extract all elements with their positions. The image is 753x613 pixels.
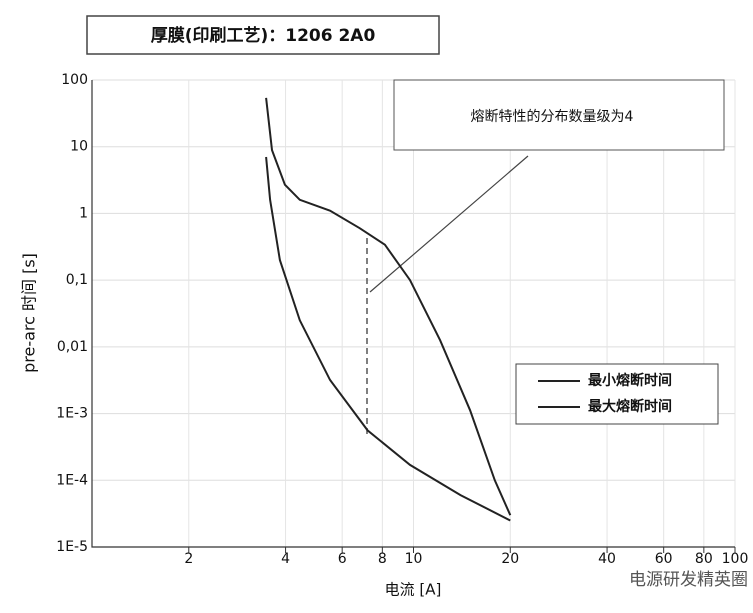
axes bbox=[91, 80, 735, 548]
y-axis-label: pre-arc 时间 [s] bbox=[20, 253, 39, 373]
x-tick-label: 8 bbox=[378, 551, 387, 567]
x-tick-label: 40 bbox=[598, 551, 616, 567]
x-tick-label: 100 bbox=[722, 551, 749, 567]
x-tick-label: 60 bbox=[655, 551, 673, 567]
watermark: 电源研发精英圈 bbox=[629, 570, 748, 590]
y-tick-label: 1E-4 bbox=[56, 472, 88, 488]
x-tick-label: 10 bbox=[405, 551, 423, 567]
x-tick-label: 6 bbox=[338, 551, 347, 567]
x-axis-label: 电流 [A] bbox=[385, 581, 442, 599]
x-tick-label: 2 bbox=[184, 551, 193, 567]
series-line bbox=[265, 156, 511, 522]
legend-label: 最大熔断时间 bbox=[588, 398, 672, 415]
x-tick-label: 80 bbox=[695, 551, 713, 567]
x-tick-label: 4 bbox=[281, 551, 290, 567]
y-tick-label: 10 bbox=[70, 139, 88, 155]
y-tick-label: 1E-3 bbox=[56, 406, 88, 422]
y-tick-label: 1E-5 bbox=[56, 539, 88, 555]
title-box bbox=[86, 15, 440, 55]
annotation-leader bbox=[369, 155, 529, 293]
y-tick-label: 100 bbox=[61, 72, 88, 88]
annotation: 熔断特性的分布数量级为4 bbox=[471, 109, 634, 125]
y-tick-label: 1 bbox=[79, 205, 88, 221]
legend-label: 最小熔断时间 bbox=[588, 372, 672, 389]
chart-title: 厚膜(印刷工艺)：1206 2A0 bbox=[151, 25, 376, 46]
y-tick-label: 0,01 bbox=[57, 339, 88, 355]
series-line bbox=[265, 97, 512, 516]
x-tick-label: 20 bbox=[501, 551, 519, 567]
annotation-box bbox=[393, 79, 725, 151]
legend-box bbox=[515, 363, 719, 425]
y-tick-label: 0,1 bbox=[66, 272, 88, 288]
